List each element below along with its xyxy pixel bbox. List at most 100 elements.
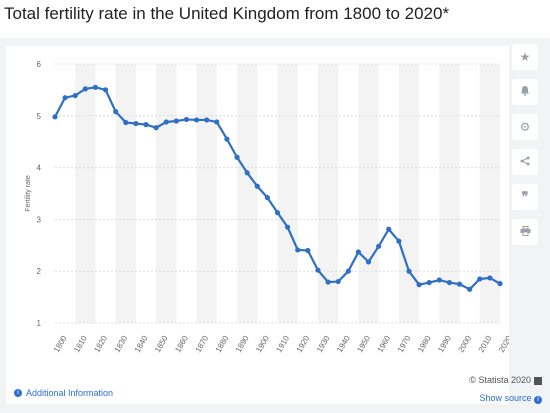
data-point[interactable] — [386, 226, 392, 232]
data-point[interactable] — [224, 136, 230, 142]
page-title: Total fertility rate in the United Kingd… — [4, 4, 450, 23]
data-point[interactable] — [355, 249, 362, 255]
data-point[interactable] — [436, 277, 442, 283]
y-tick-label: 5 — [37, 112, 42, 121]
data-point[interactable] — [345, 268, 351, 274]
data-point[interactable] — [487, 275, 493, 281]
data-point[interactable] — [254, 183, 260, 189]
grid-band — [479, 64, 500, 323]
data-point[interactable] — [467, 286, 473, 292]
grid-band — [398, 64, 420, 323]
star-icon: ★ — [519, 50, 531, 64]
copyright-text: © Statista 2020 — [469, 371, 542, 389]
x-tick-label: 1990 — [436, 334, 453, 354]
share-icon — [520, 155, 530, 169]
x-tick-label: 1920 — [295, 334, 312, 354]
show-source-link[interactable]: Show source i — [469, 389, 542, 407]
info-icon: i — [534, 396, 542, 404]
grid-band — [156, 64, 177, 323]
data-point[interactable] — [497, 281, 503, 287]
data-point[interactable] — [456, 281, 463, 287]
grid-band — [439, 64, 460, 323]
x-tick-label: 1950 — [355, 334, 372, 354]
data-point[interactable] — [376, 243, 382, 249]
data-point[interactable] — [416, 282, 422, 288]
copyright-label: © Statista 2020 — [469, 375, 531, 385]
data-point[interactable] — [133, 120, 139, 127]
quote-icon: ❞ — [521, 189, 529, 204]
data-point[interactable] — [406, 268, 412, 274]
y-tick-label: 4 — [37, 164, 42, 173]
x-tick-label: 2020 — [497, 334, 509, 354]
data-point[interactable] — [183, 116, 190, 123]
y-tick-label: 3 — [37, 215, 42, 224]
data-point[interactable] — [163, 119, 169, 125]
settings-button[interactable]: ⚙ — [512, 114, 538, 140]
data-point[interactable] — [204, 117, 210, 123]
grid-band — [75, 64, 96, 323]
data-point[interactable] — [264, 195, 270, 201]
data-point[interactable] — [234, 154, 240, 160]
data-point[interactable] — [426, 279, 432, 286]
data-point[interactable] — [193, 117, 200, 123]
favorite-button[interactable]: ★ — [512, 44, 538, 70]
data-point[interactable] — [82, 86, 88, 92]
data-point[interactable] — [173, 118, 179, 124]
x-tick-label: 1850 — [153, 334, 170, 354]
notification-button[interactable] — [512, 79, 538, 105]
x-tick-label: 1970 — [396, 334, 413, 354]
y-tick-label: 6 — [37, 60, 42, 69]
data-point[interactable] — [113, 109, 119, 115]
data-point[interactable] — [143, 122, 149, 128]
data-point[interactable] — [123, 119, 129, 126]
print-icon — [520, 225, 531, 239]
data-point[interactable] — [325, 279, 331, 285]
grid-band — [196, 64, 217, 323]
data-point[interactable] — [52, 114, 58, 120]
x-tick-label: 1960 — [376, 334, 393, 354]
data-point[interactable] — [102, 87, 109, 93]
data-point[interactable] — [72, 92, 78, 99]
y-tick-label: 1 — [37, 319, 42, 328]
x-tick-label: 1830 — [113, 334, 130, 354]
bell-icon — [520, 85, 530, 99]
x-tick-label: 1840 — [133, 334, 150, 354]
grid-band — [237, 64, 258, 323]
grid-band — [317, 64, 339, 323]
data-point[interactable] — [365, 259, 372, 265]
chart-card: 1 2 3 4 5 6 1800 1810 1820 1830 1840 1850 1860 1870 18… — [6, 46, 509, 404]
x-tick-label: 1910 — [274, 334, 291, 354]
x-tick-label: 2010 — [477, 334, 494, 354]
cite-button[interactable]: ❞ — [512, 184, 538, 210]
x-tick-label: 1940 — [335, 334, 352, 354]
x-tick-label: 1800 — [52, 334, 69, 354]
gear-icon: ⚙ — [519, 120, 531, 134]
additional-information-label: Additional Information — [26, 388, 114, 398]
data-point[interactable] — [285, 224, 291, 230]
x-tick-label: 1810 — [72, 334, 89, 354]
data-point[interactable] — [153, 125, 159, 131]
share-button[interactable] — [512, 149, 538, 175]
data-point[interactable] — [244, 170, 250, 176]
data-point[interactable] — [446, 279, 453, 286]
y-tick-label: 2 — [37, 267, 42, 276]
data-point[interactable] — [274, 210, 281, 216]
data-point[interactable] — [62, 95, 68, 101]
y-axis-label: Fertility rate — [25, 175, 32, 212]
data-point[interactable] — [335, 278, 341, 285]
x-tick-label: 1860 — [173, 334, 190, 354]
data-point[interactable] — [396, 238, 402, 244]
x-tick-label: 1880 — [214, 334, 231, 354]
additional-information-link[interactable]: i Additional Information — [14, 388, 113, 398]
chart-panel: 1 2 3 4 5 6 1800 1810 1820 1830 1840 1850 1860 1870 18… — [0, 38, 550, 413]
x-tick-label: 1870 — [194, 334, 211, 354]
data-point[interactable] — [214, 119, 220, 125]
grid-band — [358, 64, 379, 323]
print-button[interactable] — [512, 219, 538, 245]
data-point[interactable] — [315, 267, 321, 273]
data-point[interactable] — [305, 247, 311, 254]
data-point[interactable] — [92, 84, 99, 90]
data-point[interactable] — [477, 276, 483, 282]
data-point[interactable] — [295, 247, 301, 253]
